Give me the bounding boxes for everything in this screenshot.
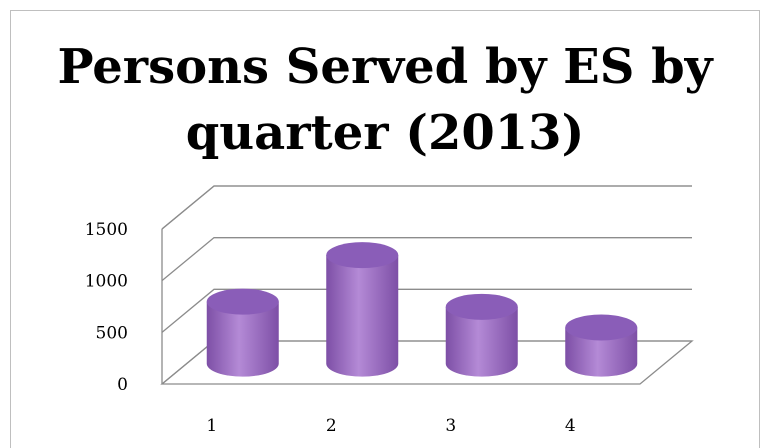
bar-body-1: [206, 301, 279, 377]
y-tick-label-1: 500: [96, 323, 128, 343]
x-tick-label-4: 4: [565, 416, 576, 436]
bar-3: [445, 293, 518, 377]
bar-top-1: [206, 288, 279, 315]
gridline-2: [161, 237, 692, 282]
y-tick-label-2: 1000: [85, 272, 128, 292]
y-tick-label-0: 0: [117, 375, 128, 395]
bar-body-2: [326, 255, 399, 377]
x-tick-label-3: 3: [445, 416, 456, 436]
bar-top-3: [445, 293, 518, 320]
x-tick-label-2: 2: [326, 416, 337, 436]
back-wall-top-edge: [161, 185, 692, 230]
chart-frame: [10, 10, 760, 448]
bar-top-2: [326, 242, 399, 269]
x-axis-ticks: 1 2 3 4: [206, 416, 575, 436]
bar-series: [206, 242, 638, 377]
chart-title-line-2: quarter (2013): [185, 105, 585, 161]
bar-4: [565, 314, 638, 377]
y-axis-ticks: 0 500 1000 1500: [85, 220, 128, 395]
gridline-1: [161, 288, 692, 333]
chart-title-line-1: Persons Served by ES by: [57, 39, 713, 95]
bar-1: [206, 288, 279, 377]
y-tick-label-3: 1500: [85, 220, 128, 240]
bar-body-4: [565, 327, 638, 377]
bar-2: [326, 242, 399, 377]
chart-title: Persons Served by ES by quarter (2013): [0, 34, 770, 166]
x-tick-label-1: 1: [206, 416, 217, 436]
bar-top-4: [565, 314, 638, 341]
gridline-3: [161, 185, 692, 230]
bar-body-3: [445, 306, 518, 377]
